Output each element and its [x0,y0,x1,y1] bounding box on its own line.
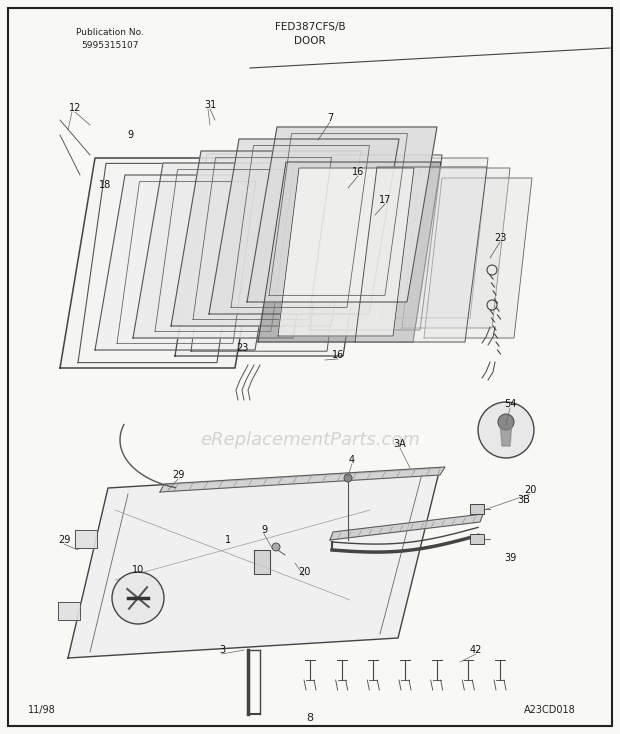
Polygon shape [75,530,97,548]
Text: 20: 20 [298,567,310,577]
Text: 23: 23 [236,343,248,353]
Text: 39: 39 [504,553,516,563]
Polygon shape [424,178,532,338]
Circle shape [272,543,280,551]
Text: 54: 54 [504,399,516,409]
Circle shape [498,414,514,430]
Text: 1: 1 [225,535,231,545]
Text: 3B: 3B [518,495,531,505]
Text: 17: 17 [379,195,391,205]
Text: eReplacementParts.com: eReplacementParts.com [200,431,420,449]
Text: FED387CFS/B
DOOR: FED387CFS/B DOOR [275,22,345,46]
Text: 8: 8 [306,713,314,723]
Polygon shape [171,151,361,326]
Text: 31: 31 [204,100,216,110]
Text: 4: 4 [349,455,355,465]
Polygon shape [58,602,80,619]
Text: 23: 23 [494,233,506,243]
Text: 10: 10 [132,565,144,575]
Text: Publication No.
5995315107: Publication No. 5995315107 [76,28,144,49]
Polygon shape [175,154,375,356]
Polygon shape [355,167,487,342]
Text: 20: 20 [524,485,536,495]
Text: 3: 3 [219,645,225,655]
Text: 42: 42 [470,645,482,655]
Text: 9: 9 [127,130,133,140]
Text: 9: 9 [261,525,267,535]
Text: 7: 7 [327,113,333,123]
Polygon shape [330,514,483,540]
Bar [470,504,484,514]
Text: A23CD018: A23CD018 [524,705,576,715]
Text: 16: 16 [352,167,364,177]
Polygon shape [402,168,510,328]
Polygon shape [95,175,285,350]
Polygon shape [278,168,414,336]
Polygon shape [258,162,441,342]
Circle shape [112,572,164,624]
Text: 11/98: 11/98 [28,705,56,715]
Circle shape [344,474,352,482]
Circle shape [478,402,534,458]
Polygon shape [247,127,437,302]
Polygon shape [160,467,445,492]
Polygon shape [209,139,399,314]
Text: 3A: 3A [394,439,406,449]
Polygon shape [68,468,440,658]
Polygon shape [500,422,512,446]
Text: 16: 16 [332,350,344,360]
Polygon shape [133,163,323,338]
Polygon shape [60,158,270,368]
Polygon shape [380,158,488,318]
Polygon shape [254,550,270,574]
Text: 29: 29 [172,470,184,480]
Bar [470,534,484,544]
Text: 29: 29 [58,535,70,545]
Text: 18: 18 [99,180,111,190]
Text: 12: 12 [69,103,81,113]
Polygon shape [310,155,442,330]
